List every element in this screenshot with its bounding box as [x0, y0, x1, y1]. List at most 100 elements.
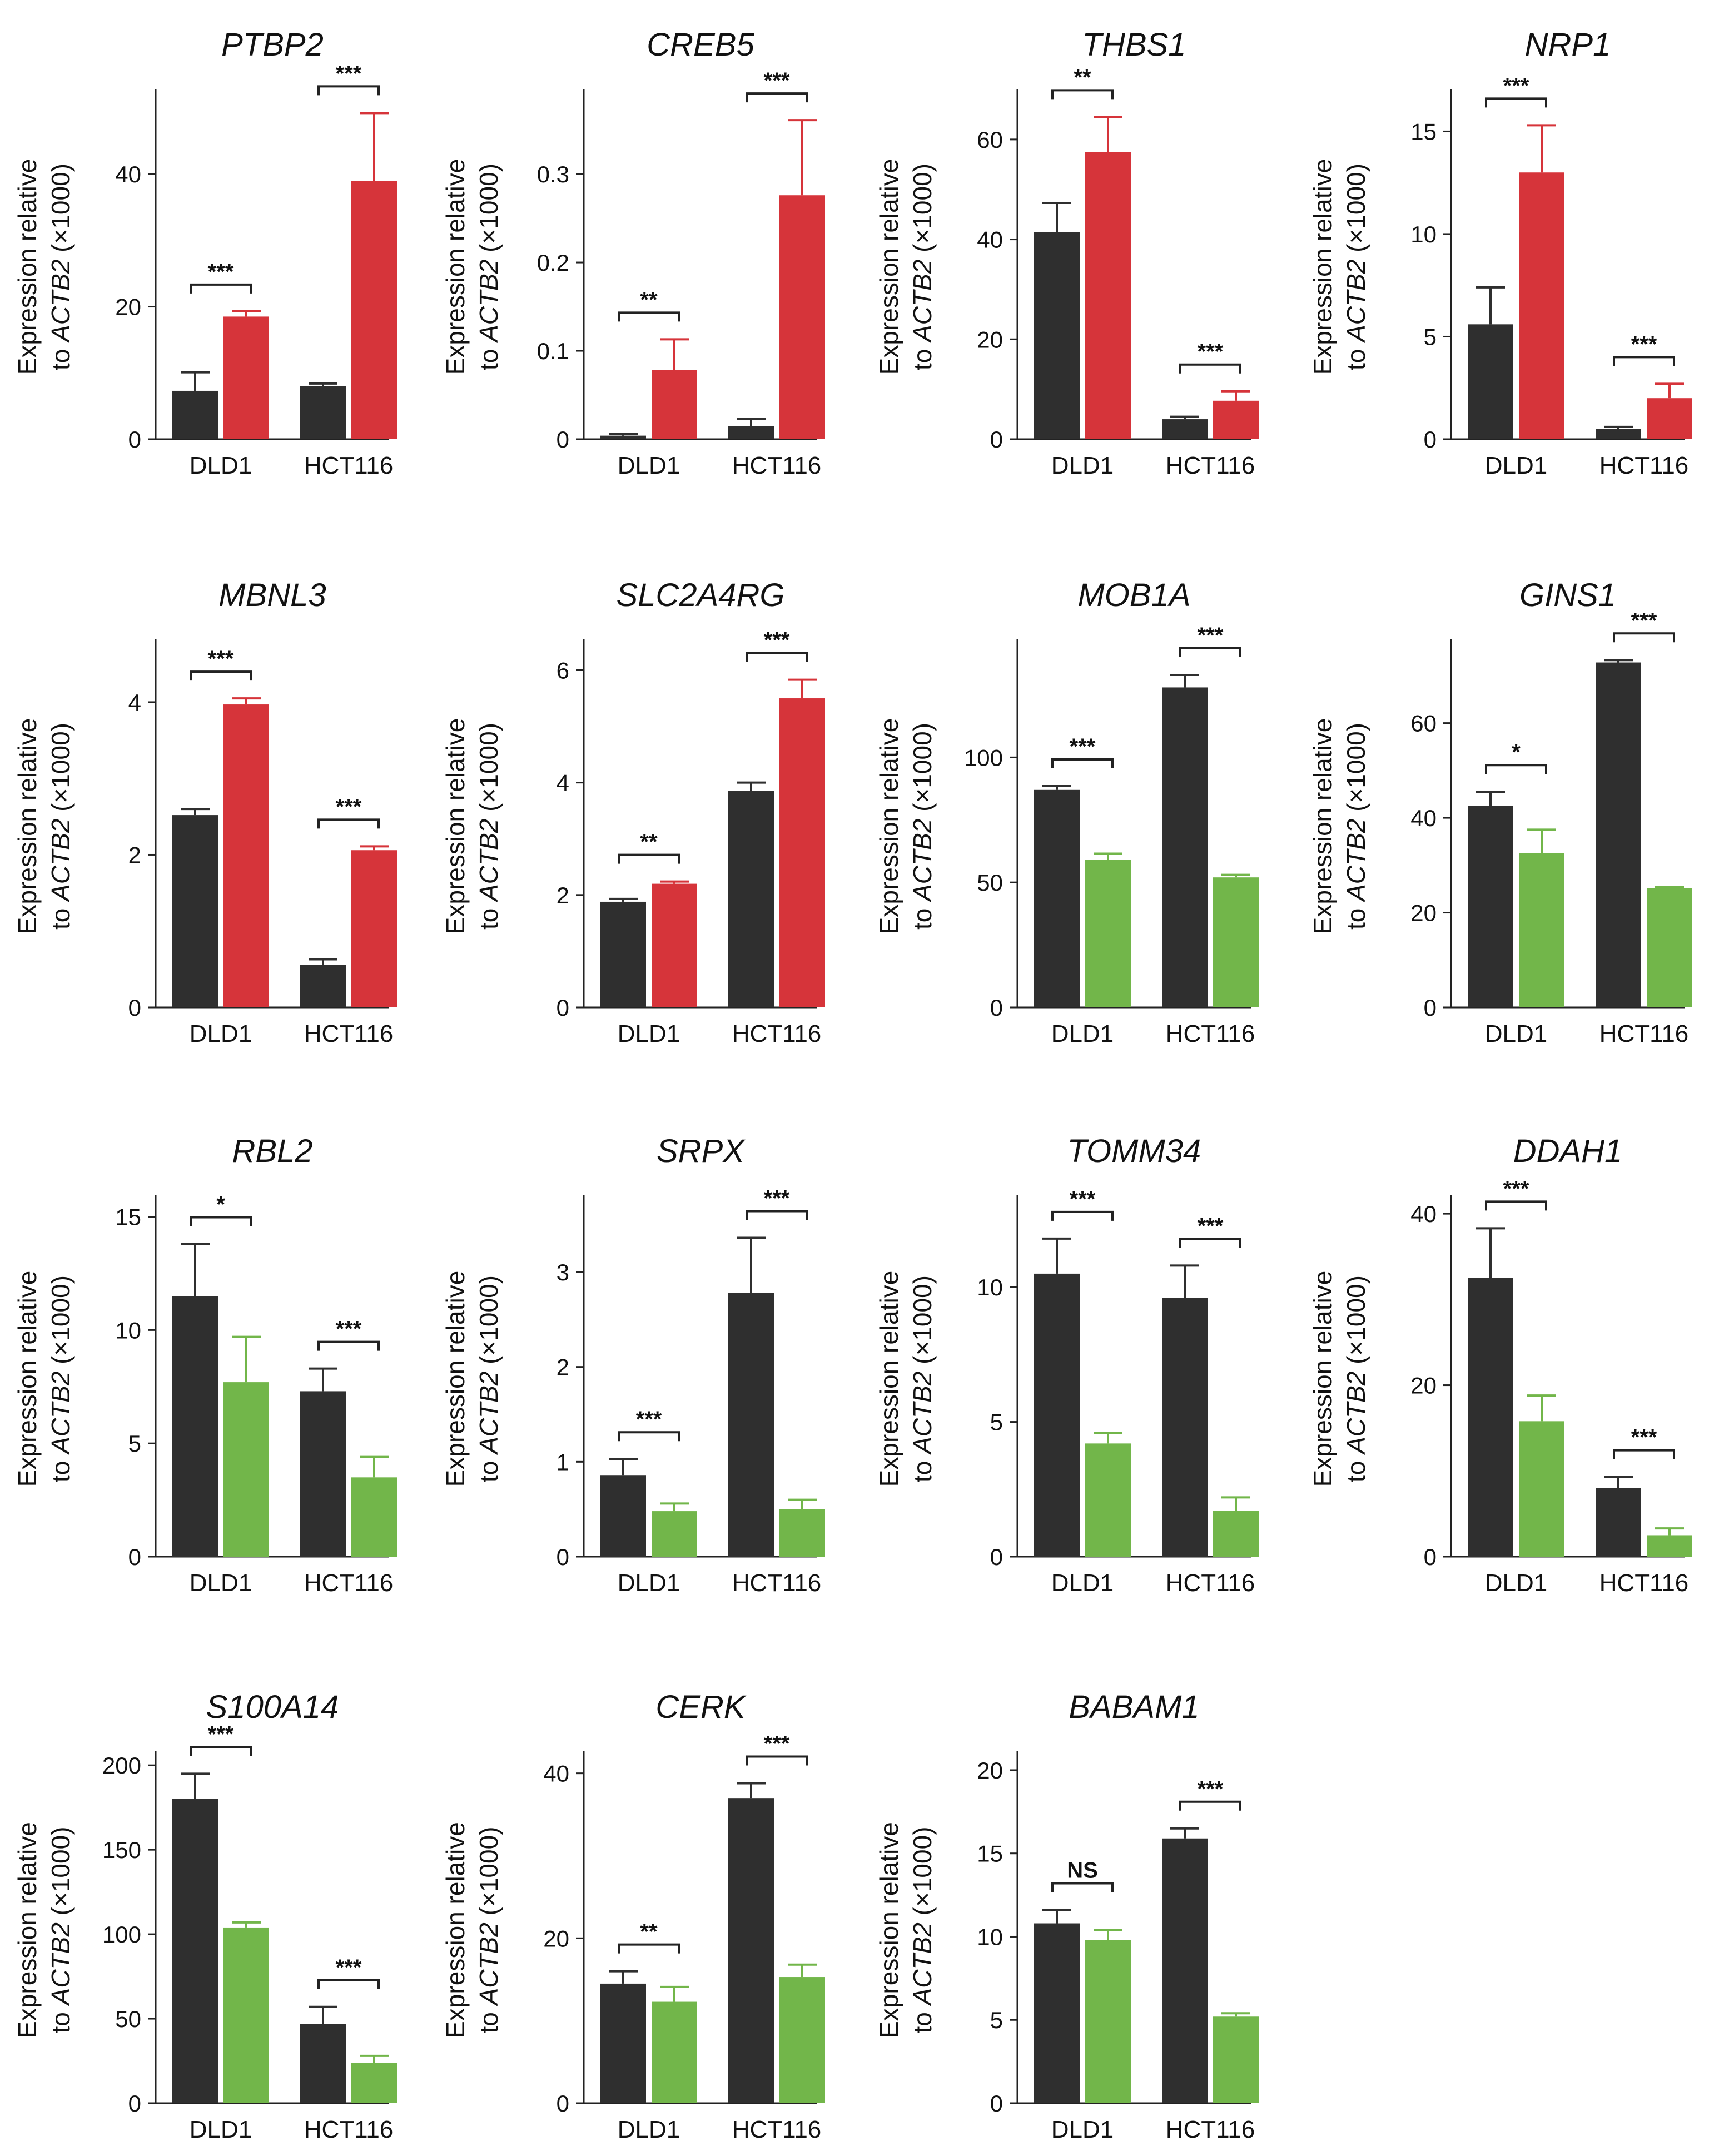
- significance-label: ***: [208, 1722, 234, 1746]
- x-tick-label: DLD1: [618, 2116, 680, 2143]
- y-tick-label: 0.3: [537, 161, 569, 187]
- bar-dld1-treated: [1519, 853, 1564, 1007]
- significance-label: ***: [764, 1731, 790, 1756]
- significance-bracket: [618, 853, 680, 864]
- bar-hct116-treated: [1213, 877, 1259, 1007]
- y-tick-label: 15: [115, 1204, 141, 1230]
- y-tick-label: 0: [990, 2090, 1003, 2117]
- chart-panel-cerk: CERK Expression relative to ACTB2 (×1000) 0…: [441, 1689, 825, 2143]
- y-axis-label: Expression relative: [441, 718, 470, 935]
- chart-title: RBL2: [232, 1133, 312, 1169]
- y-tick-label: 0: [557, 995, 569, 1021]
- bar-hct116-control: [300, 1391, 346, 1557]
- bar-dld1-treated: [1519, 1421, 1564, 1557]
- y-axis-label: Expression relative: [441, 1271, 470, 1487]
- chart-title: SLC2A4RG: [616, 577, 784, 613]
- y-axis-label-suffix: (×1000): [46, 163, 75, 260]
- y-axis-label: Expression relative: [1308, 1271, 1337, 1487]
- significance-label: ***: [336, 61, 362, 86]
- y-axis-label: to ACTB2 (×1000): [908, 163, 937, 370]
- significance-bracket: [1613, 632, 1675, 643]
- y-tick-label: 0: [990, 426, 1003, 453]
- significance-bracket: [1051, 758, 1114, 769]
- bar-dld1-treated: [1085, 860, 1131, 1007]
- y-axis-label-gene: ACTB2: [46, 819, 75, 903]
- significance-label: ***: [208, 260, 234, 284]
- significance-label: ***: [1198, 623, 1224, 648]
- chart-title: BABAM1: [1069, 1689, 1199, 1725]
- significance-bracket: [1485, 97, 1547, 108]
- bar-hct116-treated: [1213, 1511, 1259, 1557]
- bar-dld1-control: [1468, 324, 1513, 439]
- significance-bracket: [1179, 647, 1241, 657]
- y-axis-label-gene: ACTB2: [474, 819, 503, 903]
- x-tick-label: DLD1: [1051, 452, 1114, 479]
- y-tick-label: 4: [557, 770, 569, 796]
- y-axis-label-gene: ACTB2: [1342, 260, 1370, 344]
- chart-title: CERK: [655, 1689, 746, 1725]
- x-tick-label: HCT116: [732, 452, 822, 479]
- significance-label: ***: [336, 794, 362, 819]
- y-axis-label-suffix: (×1000): [908, 1275, 937, 1372]
- x-tick-label: HCT116: [1599, 1020, 1689, 1047]
- chart-title: NRP1: [1525, 27, 1611, 63]
- y-axis-label: to ACTB2 (×1000): [46, 1275, 75, 1482]
- y-axis-label: Expression relative: [1308, 718, 1337, 935]
- y-tick-label: 100: [102, 1921, 141, 1948]
- y-axis-label-prefix: to: [908, 901, 937, 930]
- significance-bracket: [190, 1746, 252, 1756]
- x-tick-label: DLD1: [1051, 1020, 1114, 1047]
- bar-dld1-treated: [1085, 1940, 1131, 2103]
- y-axis-label-gene: ACTB2: [908, 260, 937, 344]
- y-tick-label: 40: [543, 1761, 569, 1787]
- bar-hct116-treated: [779, 1509, 825, 1557]
- y-axis-label-suffix: (×1000): [908, 1826, 937, 1922]
- x-tick-label: HCT116: [1166, 2116, 1255, 2143]
- significance-bracket: [317, 1340, 380, 1351]
- significance-label: *: [216, 1192, 225, 1216]
- y-axis-label: to ACTB2 (×1000): [474, 1275, 503, 1482]
- x-tick-label: HCT116: [1599, 452, 1689, 479]
- chart-panel-slc2a4rg: SLC2A4RG Expression relative to ACTB2 (×10…: [441, 577, 825, 1047]
- significance-label: ***: [1631, 332, 1657, 356]
- chart-title: DDAH1: [1513, 1133, 1623, 1169]
- y-axis-label: to ACTB2 (×1000): [1342, 1275, 1370, 1482]
- significance-bracket: [1051, 1882, 1114, 1892]
- y-axis-label: Expression relative: [441, 159, 470, 375]
- y-tick-label: 0: [128, 1544, 141, 1570]
- bar-dld1-treated: [223, 316, 269, 439]
- bar-dld1-control: [1468, 806, 1513, 1007]
- bar-hct116-control: [300, 2024, 346, 2103]
- significance-label: ***: [1503, 73, 1529, 98]
- y-tick-label: 0: [557, 1544, 569, 1570]
- significance-bracket: [317, 818, 380, 829]
- significance-bracket: [317, 85, 380, 96]
- bar-hct116-control: [728, 791, 774, 1007]
- y-tick-label: 0: [128, 2090, 141, 2117]
- significance-bracket: [1485, 1200, 1547, 1211]
- significance-label: **: [640, 1920, 658, 1944]
- significance-label: ***: [764, 68, 790, 93]
- y-tick-label: 0: [557, 426, 569, 453]
- x-tick-label: DLD1: [1051, 1569, 1114, 1597]
- y-tick-label: 10: [115, 1317, 141, 1343]
- bar-dld1-treated: [652, 883, 697, 1007]
- y-axis-label: to ACTB2 (×1000): [474, 1826, 503, 2033]
- y-axis-label-suffix: (×1000): [1342, 163, 1370, 260]
- x-tick-label: HCT116: [1599, 1569, 1689, 1597]
- bar-dld1-control: [172, 1799, 218, 2103]
- bar-hct116-control: [728, 426, 774, 439]
- x-tick-label: HCT116: [732, 1020, 822, 1047]
- bar-hct116-treated: [1647, 1535, 1692, 1557]
- y-axis-label-gene: ACTB2: [46, 260, 75, 344]
- significance-bracket: [746, 1210, 808, 1220]
- bar-hct116-control: [1162, 1298, 1208, 1557]
- x-tick-label: DLD1: [190, 1020, 252, 1047]
- y-tick-label: 50: [115, 2006, 141, 2032]
- bar-dld1-treated: [1085, 1443, 1131, 1557]
- y-axis-label: Expression relative: [875, 159, 903, 375]
- bar-hct116-treated: [351, 181, 397, 439]
- bar-hct116-treated: [351, 1477, 397, 1557]
- significance-bracket: [1179, 1800, 1241, 1811]
- y-axis-label-suffix: (×1000): [46, 1826, 75, 1922]
